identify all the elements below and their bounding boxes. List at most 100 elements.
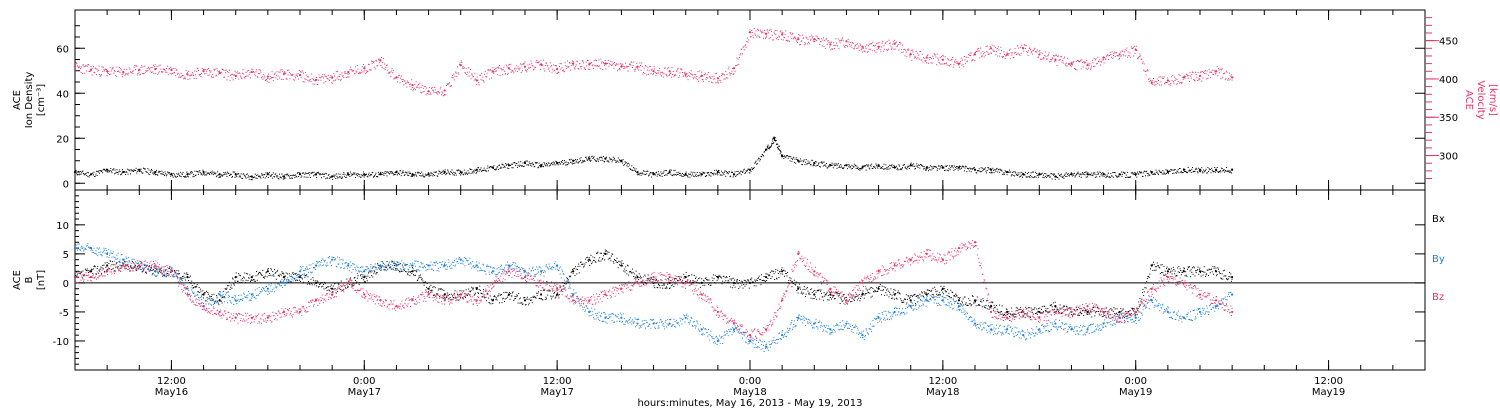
velocity-sample <box>600 58 602 60</box>
density-sample <box>1230 171 1232 173</box>
density-sample <box>998 168 1000 170</box>
density-sample <box>528 164 530 166</box>
density-sample <box>455 172 457 174</box>
density-sample <box>399 170 401 172</box>
density-sample <box>151 170 153 172</box>
density-sample <box>1068 175 1070 177</box>
density-sample <box>755 160 757 162</box>
velocity-sample <box>617 63 619 65</box>
velocity-sample <box>503 70 505 72</box>
density-sample <box>1118 176 1120 178</box>
velocity-sample <box>732 74 734 76</box>
velocity-sample <box>461 61 463 63</box>
density-sample <box>434 172 436 174</box>
velocity-sample <box>1013 52 1015 54</box>
velocity-sample <box>648 73 650 75</box>
b-bx-sample <box>134 265 136 267</box>
velocity-sample <box>711 75 713 77</box>
density-sample <box>622 159 624 161</box>
b-bx-sample <box>433 286 435 288</box>
velocity-sample <box>938 61 940 63</box>
density-sample <box>452 172 454 174</box>
velocity-sample <box>350 66 352 68</box>
velocity-sample <box>626 66 628 68</box>
b-bx-sample <box>426 282 428 284</box>
velocity-sample <box>218 70 220 72</box>
velocity-sample <box>1015 51 1017 53</box>
velocity-sample <box>864 51 866 53</box>
velocity-sample <box>1089 63 1091 65</box>
density-sample <box>454 172 456 174</box>
velocity-sample <box>583 67 585 69</box>
b-bx-sample <box>492 303 494 305</box>
velocity-sample <box>276 71 278 73</box>
b-bx-sample <box>155 268 157 270</box>
velocity-sample <box>111 68 113 70</box>
velocity-sample <box>721 73 723 75</box>
b-bx-sample <box>267 268 269 270</box>
density-sample <box>541 163 543 165</box>
velocity-sample <box>290 75 292 77</box>
density-sample <box>873 166 875 168</box>
density-sample <box>87 175 89 177</box>
velocity-sample <box>378 58 380 60</box>
velocity-sample <box>95 68 97 70</box>
velocity-sample <box>1037 56 1039 58</box>
velocity-sample <box>1128 55 1130 57</box>
velocity-sample <box>843 44 845 46</box>
velocity-sample <box>664 67 666 69</box>
density-sample <box>1226 170 1228 172</box>
velocity-sample <box>278 77 280 79</box>
density-sample <box>669 169 671 171</box>
density-sample <box>530 163 532 165</box>
velocity-sample <box>789 32 791 34</box>
velocity-sample <box>374 66 376 68</box>
velocity-sample <box>1114 55 1116 57</box>
velocity-sample <box>426 87 428 89</box>
density-sample <box>804 164 806 166</box>
density-sample <box>1031 176 1033 178</box>
b-bx-sample <box>188 280 190 282</box>
b-bx-sample <box>295 280 297 282</box>
velocity-sample <box>205 72 207 74</box>
density-sample <box>1122 171 1124 173</box>
density-sample <box>757 159 759 161</box>
density-sample <box>198 173 200 175</box>
density-sample <box>348 174 350 176</box>
density-point <box>218 173 221 176</box>
b-bx-sample <box>180 277 182 279</box>
density-sample <box>686 175 688 177</box>
b-bx-sample <box>317 286 319 288</box>
velocity-sample <box>691 74 693 76</box>
b-bx-sample <box>83 274 85 276</box>
b-bx-sample <box>181 275 183 277</box>
velocity-sample <box>749 29 751 31</box>
density-sample <box>1190 171 1192 173</box>
density-sample <box>929 169 931 171</box>
velocity-sample <box>669 74 671 76</box>
velocity-sample <box>452 75 454 77</box>
velocity-sample <box>1097 56 1099 58</box>
velocity-sample <box>305 79 307 81</box>
velocity-sample <box>304 78 306 80</box>
density-sample <box>876 166 878 168</box>
velocity-sample <box>575 66 577 68</box>
velocity-sample <box>726 73 728 75</box>
density-sample <box>731 171 733 173</box>
velocity-sample <box>149 70 151 72</box>
b-bx-sample <box>458 299 460 301</box>
density-sample <box>908 166 910 168</box>
velocity-sample <box>112 67 114 69</box>
density-sample <box>382 173 384 175</box>
density-sample <box>940 167 942 169</box>
b-bx-sample <box>225 288 227 290</box>
b-bx-sample <box>102 264 104 266</box>
velocity-sample <box>215 74 217 76</box>
velocity-sample <box>713 75 715 77</box>
velocity-sample <box>93 71 95 73</box>
density-sample <box>895 166 897 168</box>
b-bx-sample <box>447 292 449 294</box>
velocity-sample <box>1099 59 1101 61</box>
velocity-sample <box>1101 61 1103 63</box>
density-sample <box>235 175 237 177</box>
